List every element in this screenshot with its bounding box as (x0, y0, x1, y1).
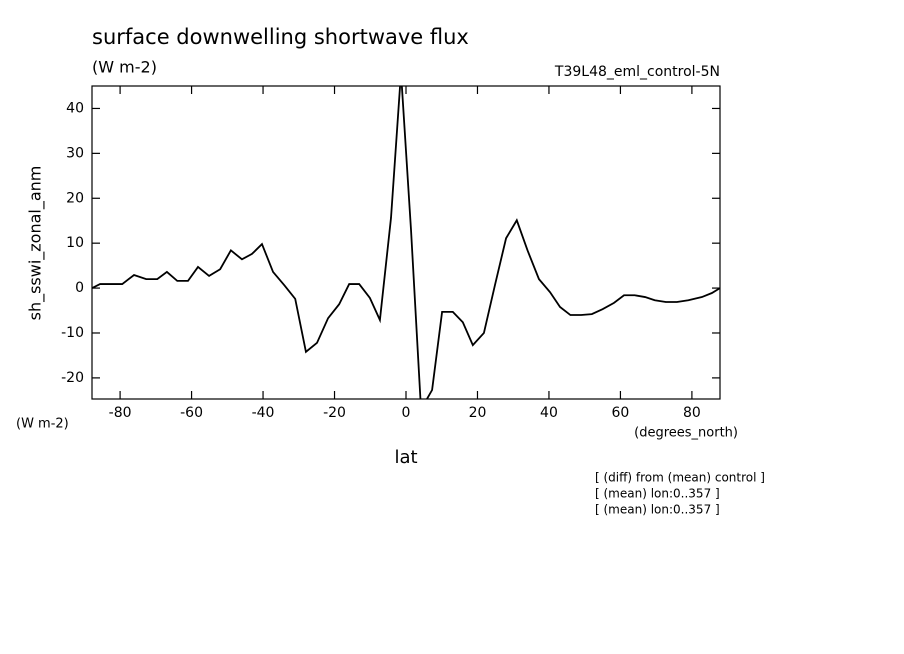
note: [ (diff) from (mean) control ] (595, 471, 765, 485)
y-units: (W m-2) (16, 417, 69, 432)
y-tick-label: 30 (66, 145, 84, 161)
y-tick-label: 10 (66, 235, 84, 251)
x-tick-label: -80 (109, 405, 132, 421)
y-tick-label: -20 (61, 370, 84, 386)
chart-subtitle: (W m-2) (92, 58, 157, 77)
x-tick-label: -60 (180, 405, 203, 421)
x-tick-label: -40 (252, 405, 275, 421)
y-tick-label: 40 (66, 100, 84, 116)
y-tick-label: 20 (66, 190, 84, 206)
data-line (92, 86, 720, 399)
plot-frame (91, 85, 721, 400)
y-tick-label: -10 (61, 325, 84, 341)
y-tick-label: 0 (75, 280, 84, 296)
note: [ (mean) lon:0..357 ] (595, 487, 720, 501)
x-axis-label: lat (394, 447, 417, 468)
x-tick-label: 80 (683, 405, 701, 421)
dataset-label: T39L48_eml_control-5N (554, 64, 720, 80)
x-tick-label: 40 (540, 405, 558, 421)
note: [ (mean) lon:0..357 ] (595, 503, 720, 517)
x-units: (degrees_north) (634, 426, 738, 441)
x-tick-label: 0 (402, 405, 411, 421)
x-tick-label: -20 (323, 405, 346, 421)
x-tick-label: 20 (469, 405, 487, 421)
y-axis-label: sh_sswi_zonal_anm (26, 166, 46, 321)
x-tick-label: 60 (612, 405, 630, 421)
chart-title: surface downwelling shortwave flux (92, 25, 469, 49)
